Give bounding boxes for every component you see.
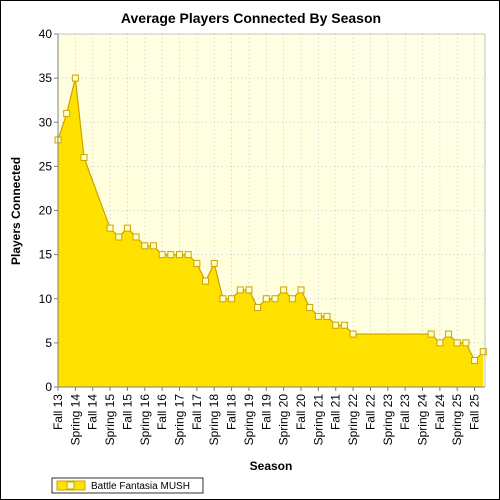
x-tick-labels: Fall 13 Spring 14 Fall 14 Spring 15 Fall 15 S…	[51, 387, 482, 445]
data-point	[314, 312, 322, 320]
x-tick-label: Spring 18	[207, 394, 221, 446]
x-tick-label: Fall 19	[259, 394, 273, 430]
x-tick-label: Spring 16	[138, 394, 152, 446]
legend-entry-label: Battle Fantasia MUSH	[91, 481, 190, 492]
data-point	[436, 339, 444, 347]
data-point	[271, 295, 279, 303]
x-tick-label: Fall 13	[51, 394, 65, 430]
data-point	[141, 242, 149, 250]
data-point	[297, 286, 305, 294]
data-point	[280, 286, 288, 294]
x-axis-label: Season	[250, 459, 293, 473]
data-point	[340, 321, 348, 329]
data-point	[176, 251, 184, 259]
series-area	[58, 78, 484, 387]
data-point	[132, 233, 140, 241]
x-tick-label: Spring 25	[450, 394, 464, 446]
y-tick-label: 10	[39, 292, 53, 306]
x-tick-label: Fall 25	[468, 394, 482, 430]
legend-marker	[66, 481, 75, 490]
y-tick-label: 0	[45, 380, 52, 394]
data-point	[445, 330, 453, 338]
x-tick-label: Fall 18	[225, 394, 239, 430]
series-line	[57, 77, 484, 362]
data-point	[115, 233, 123, 241]
data-point	[462, 339, 470, 347]
y-axis-label: Players Connected	[9, 157, 23, 265]
y-tick-label: 30	[39, 115, 53, 129]
y-tick-label: 5	[45, 336, 52, 350]
x-tick-label: Fall 20	[294, 394, 308, 430]
data-point	[332, 321, 340, 329]
data-point	[471, 357, 479, 365]
x-tick-label: Fall 21	[329, 394, 343, 430]
data-point	[288, 295, 296, 303]
data-point	[254, 304, 262, 312]
y-tick-label: 15	[39, 248, 53, 262]
data-point	[245, 286, 253, 294]
y-tick-labels: 0 5 10 15 20 25 30 35 40	[39, 27, 58, 394]
data-point	[63, 109, 71, 117]
y-tick-label: 20	[39, 204, 53, 218]
data-point	[167, 251, 175, 259]
chart-title: Average Players Connected By Season	[121, 10, 381, 26]
x-tick-label: Spring 17	[173, 394, 187, 446]
x-tick-label: Spring 22	[346, 394, 360, 446]
data-point	[158, 251, 166, 259]
data-point	[262, 295, 270, 303]
data-point	[306, 304, 314, 312]
data-point	[80, 154, 88, 162]
x-tick-label: Spring 21	[311, 394, 325, 446]
data-point	[193, 259, 201, 267]
data-point	[71, 74, 79, 82]
y-tick-label: 35	[39, 71, 53, 85]
x-tick-label: Spring 15	[103, 394, 117, 446]
y-tick-label: 40	[39, 27, 53, 41]
data-point	[149, 242, 157, 250]
x-tick-label: Fall 16	[155, 394, 169, 430]
x-tick-label: Spring 19	[242, 394, 256, 446]
data-point	[323, 312, 331, 320]
x-tick-label: Spring 24	[416, 394, 430, 446]
legend: Battle Fantasia MUSH	[51, 477, 204, 494]
x-tick-label: Fall 24	[433, 394, 447, 430]
x-tick-label: Fall 17	[190, 394, 204, 430]
legend-box	[51, 477, 204, 494]
data-point	[228, 295, 236, 303]
x-tick-label: Fall 23	[398, 394, 412, 430]
x-tick-label: Spring 23	[381, 394, 395, 446]
x-tick-label: Fall 14	[86, 394, 100, 430]
data-point	[236, 286, 244, 294]
data-point	[219, 295, 227, 303]
x-tick-label: Fall 15	[120, 394, 134, 430]
data-point	[479, 348, 487, 356]
data-point	[349, 330, 357, 338]
data-point	[210, 259, 218, 267]
x-tick-label: Fall 22	[363, 394, 377, 430]
data-point	[453, 339, 461, 347]
data-point	[123, 224, 131, 232]
data-point	[202, 277, 210, 285]
x-tick-label: Spring 14	[68, 394, 82, 446]
data-point	[106, 224, 114, 232]
x-tick-label: Spring 20	[277, 394, 291, 446]
data-point	[184, 251, 192, 259]
data-point	[427, 330, 435, 338]
y-tick-label: 25	[39, 159, 53, 173]
